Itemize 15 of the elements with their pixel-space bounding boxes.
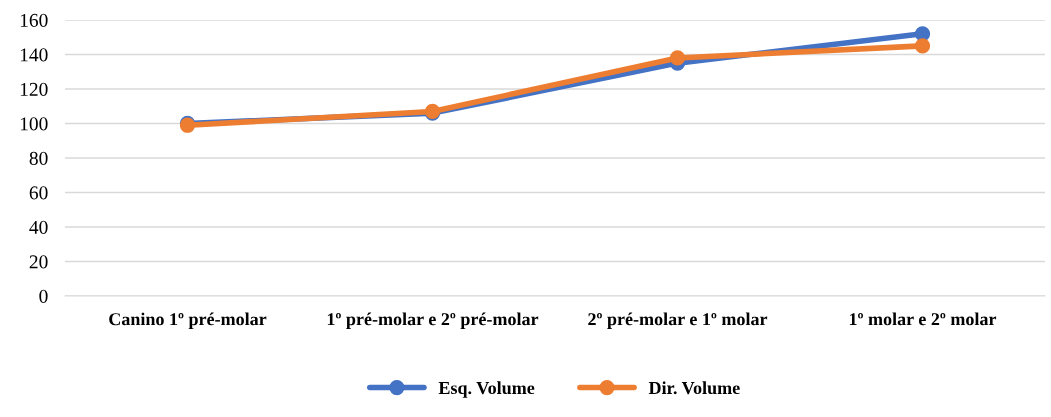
- y-tick-label: 80: [29, 151, 48, 165]
- y-tick-label: 100: [20, 117, 48, 131]
- y-tick-label: 120: [20, 82, 48, 96]
- x-tick-label: 1º pré-molar e 2º pré-molar: [327, 312, 539, 329]
- legend-label: Esq. Volume: [438, 381, 535, 398]
- y-tick-label: 140: [20, 48, 48, 62]
- y-tick-label: 40: [29, 220, 48, 234]
- legend-label: Dir. Volume: [648, 381, 740, 395]
- y-tick-label: 0: [39, 289, 48, 303]
- x-tick-label: 2º pré-molar e 1º molar: [588, 312, 768, 329]
- x-tick-label: 1º molar e 2º molar: [849, 312, 997, 326]
- y-tick-label: 60: [29, 186, 48, 200]
- y-tick-label: 160: [20, 13, 48, 27]
- y-tick-label: 20: [29, 255, 48, 269]
- x-tick-label: Canino 1º pré-molar: [109, 312, 267, 329]
